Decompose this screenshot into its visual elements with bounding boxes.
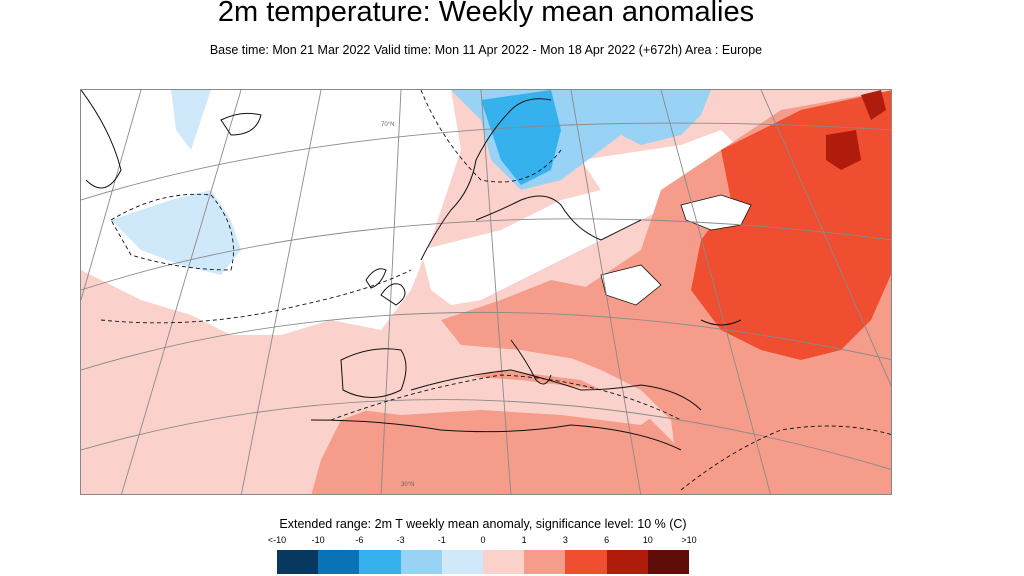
map-canvas: 70°N 30°N [81, 90, 891, 494]
legend-tick: -3 [396, 535, 405, 545]
legend-swatch [441, 550, 484, 574]
legend-tick: -10 [311, 535, 325, 545]
caspian-sea [600, 264, 662, 306]
map-subtitle: Base time: Mon 21 Mar 2022 Valid time: M… [209, 43, 763, 57]
legend-tick: 6 [604, 535, 610, 545]
graticule-label-70n: 70°N [381, 122, 394, 128]
neutral-central-europe [421, 170, 691, 305]
cold-barents-region [601, 90, 711, 145]
legend-tick: -6 [355, 535, 364, 545]
legend-tick: 3 [562, 535, 568, 545]
legend-swatch [647, 550, 690, 574]
cold-finland-core [481, 90, 561, 185]
legend-swatch [565, 550, 607, 574]
mediterranean-sea [361, 375, 661, 425]
legend-tick: <-10 [267, 535, 287, 545]
legend-swatch [606, 550, 648, 574]
legend-tick: 10 [642, 535, 653, 545]
neutral-atlantic-region [81, 90, 461, 335]
legend-swatch [524, 550, 566, 574]
legend-caption: Extended range: 2m T weekly mean anomaly… [279, 517, 687, 531]
legend-swatch [359, 550, 401, 574]
coastlines [81, 90, 742, 451]
graticule [81, 90, 891, 494]
cold-north-atlantic-patch [111, 190, 241, 275]
legend-color-bar [277, 550, 690, 574]
legend-tick: >10 [681, 535, 697, 545]
legend-tick: 0 [480, 535, 486, 545]
graticule-label-30n: 30°N [401, 482, 414, 488]
warm-extreme-core-2 [861, 90, 886, 120]
cold-iceland-patch [171, 90, 211, 150]
legend-swatch [318, 550, 360, 574]
anomaly-map: 70°N 30°N [80, 89, 892, 495]
legend-tick: -1 [437, 535, 446, 545]
legend-swatch [277, 550, 319, 574]
warm-extreme-core [826, 130, 861, 170]
map-title: 2m temperature: Weekly mean anomalies [217, 0, 755, 28]
legend-swatch [483, 550, 525, 574]
legend-tick-labels: <-10 -10 -6 -3 -1 0 1 3 6 10 >10 [268, 535, 697, 547]
legend-tick: 1 [521, 535, 527, 545]
warm-central-europe [441, 280, 671, 380]
legend-swatch [400, 550, 442, 574]
